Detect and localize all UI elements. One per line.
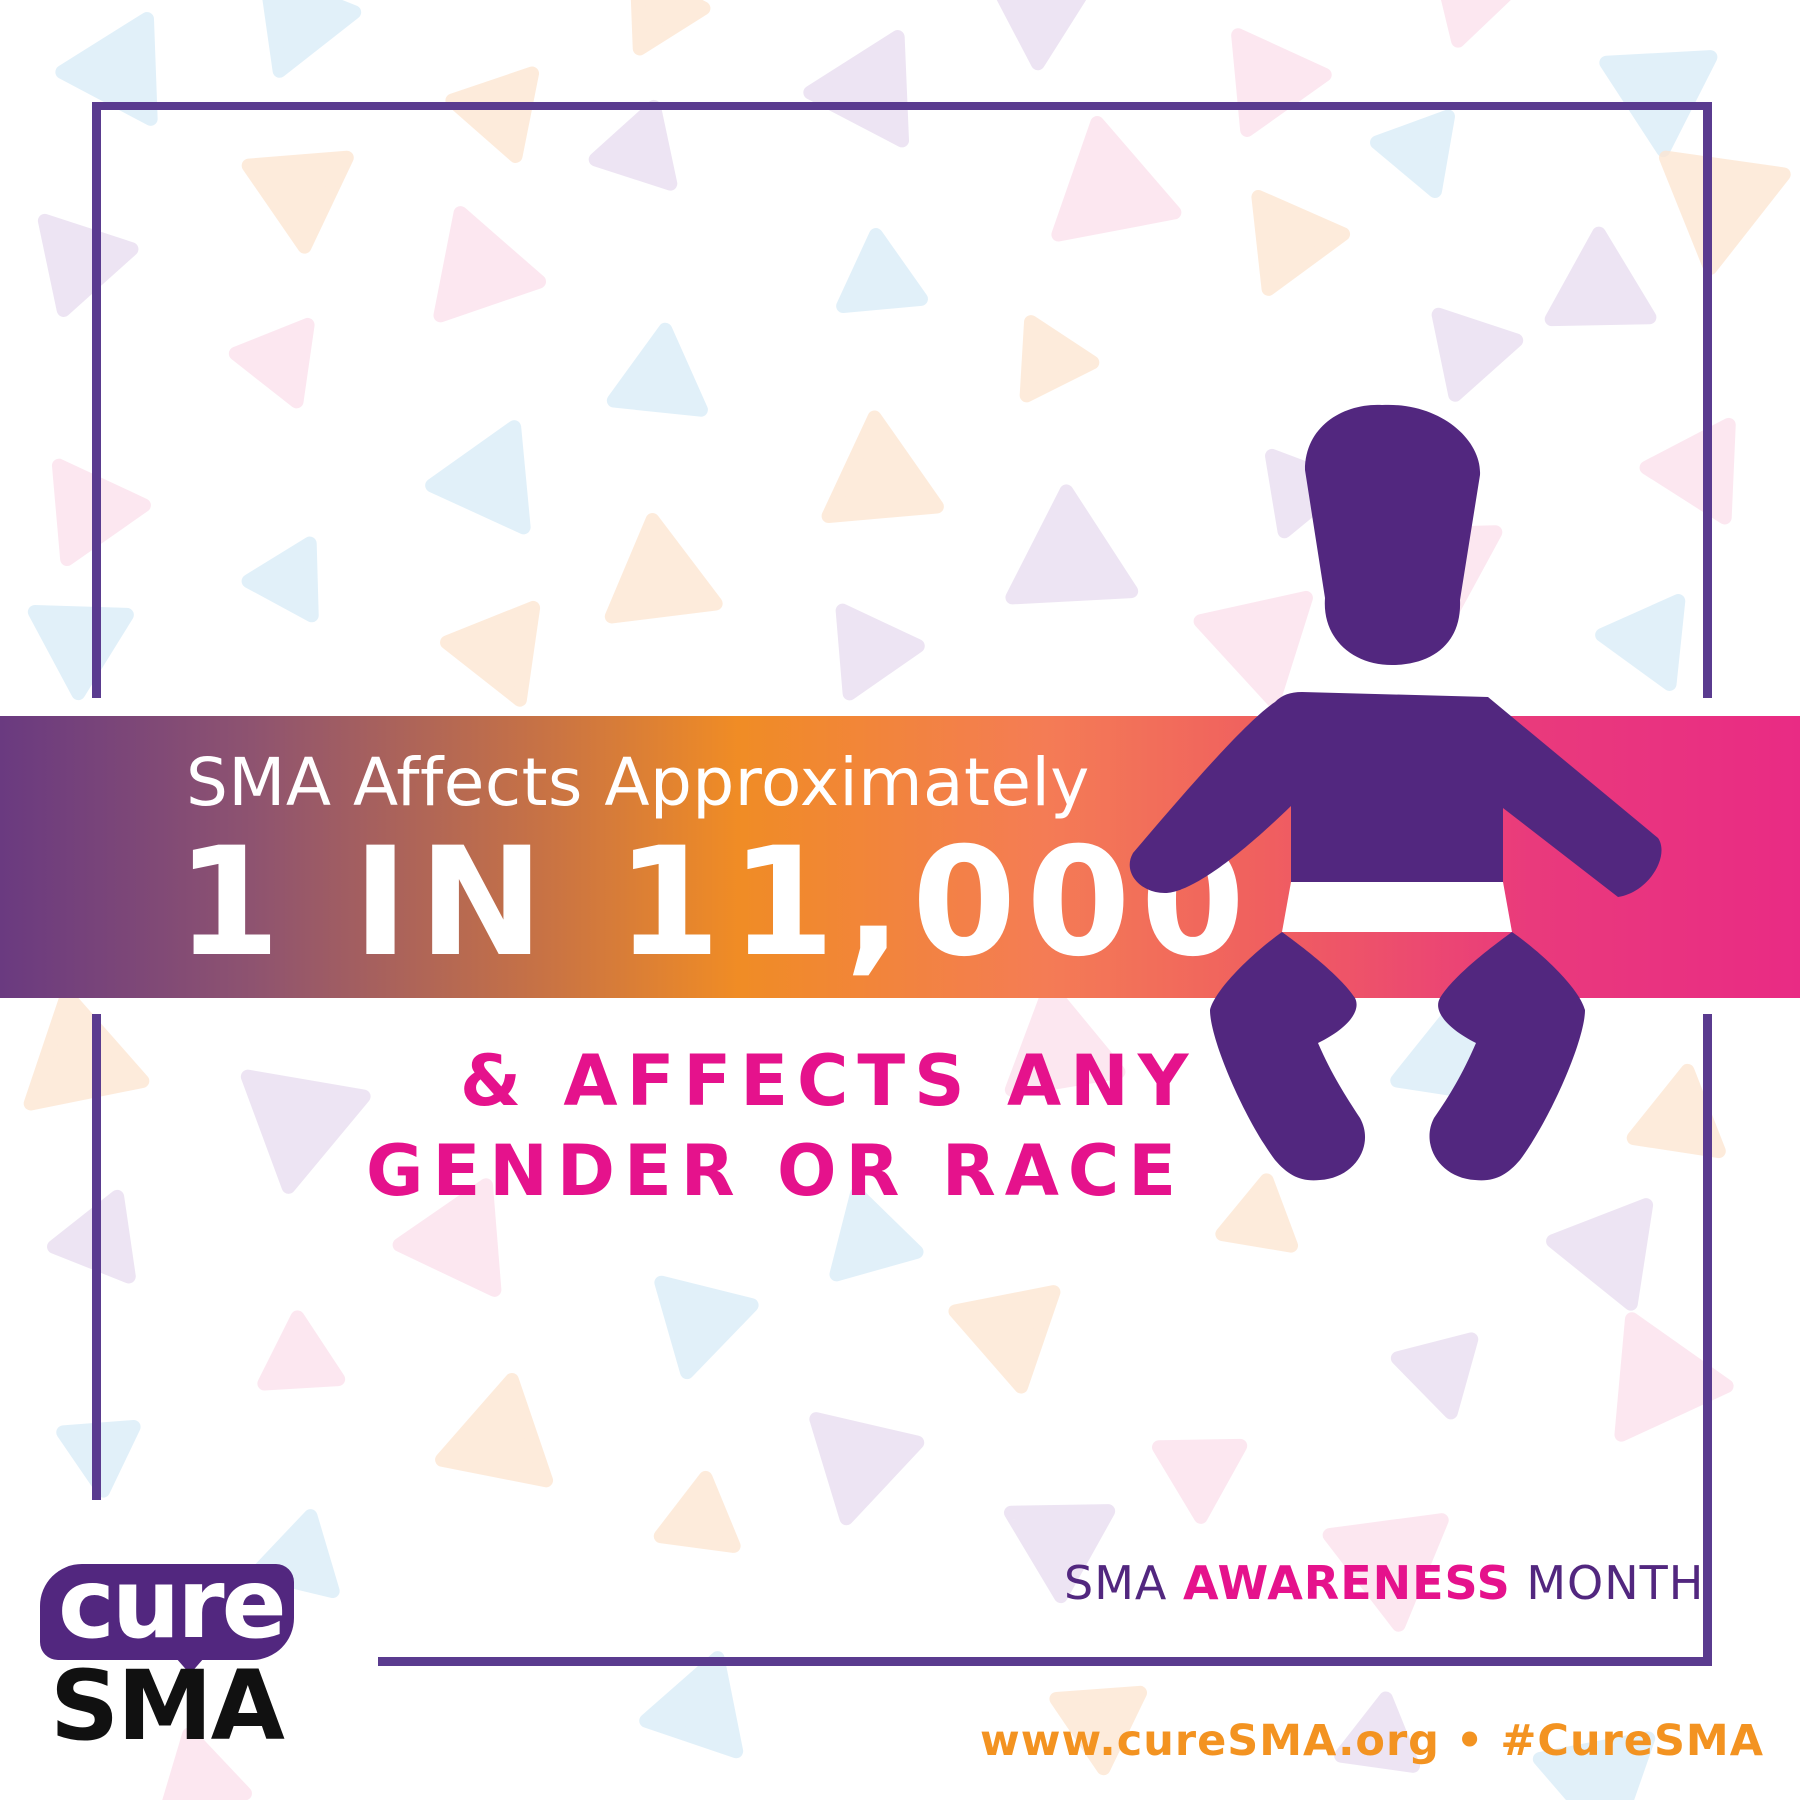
- baby-diaper: [1282, 882, 1512, 932]
- decorative-triangle: [1003, 1504, 1116, 1604]
- awareness-month-label: SMA AWARENESS MONTH: [1064, 1560, 1704, 1606]
- decorative-triangle: [639, 1651, 744, 1759]
- decorative-triangle: [257, 1310, 346, 1391]
- decorative-triangle: [392, 1178, 502, 1297]
- decorative-triangle: [1322, 1513, 1449, 1632]
- frame-top: [92, 102, 1712, 110]
- decorative-triangle: [1595, 594, 1686, 691]
- decorative-triangle: [1004, 981, 1126, 1097]
- baby-icon: [1129, 404, 1662, 1181]
- decorative-triangle: [259, 0, 362, 78]
- decorative-triangle: [948, 1285, 1061, 1394]
- website-link[interactable]: www.cureSMA.org: [980, 1716, 1440, 1766]
- decorative-triangle: [1433, 0, 1519, 48]
- decorative-triangle: [1019, 315, 1100, 403]
- logo-cure-badge: cure: [40, 1556, 294, 1660]
- decorative-triangle: [1193, 590, 1313, 708]
- frame-right-lower: [1703, 1014, 1712, 1666]
- subhead-line-2: GENDER OR RACE: [366, 1130, 1186, 1212]
- awareness-part-awareness: AWARENESS: [1182, 1556, 1511, 1610]
- headline-intro: SMA Affects Approximately: [186, 744, 1090, 821]
- decorative-triangle: [829, 1186, 924, 1282]
- decorative-triangle: [1390, 1332, 1479, 1420]
- awareness-part-sma: SMA: [1064, 1556, 1183, 1610]
- frame-right-upper: [1703, 102, 1712, 698]
- decorative-triangle: [629, 0, 711, 56]
- decorative-triangle: [1431, 307, 1524, 402]
- subhead-line-1: & AFFECTS ANY: [460, 1040, 1198, 1122]
- decorative-triangle: [425, 420, 531, 535]
- baby-body: [1129, 692, 1662, 897]
- logo-notch: [176, 1658, 204, 1674]
- decorative-triangle: [1599, 50, 1718, 158]
- decorative-triangle: [836, 228, 928, 314]
- decorative-triangle: [27, 604, 134, 701]
- decorative-triangle: [158, 1727, 252, 1800]
- decorative-triangle: [37, 213, 139, 317]
- decorative-triangle: [55, 12, 158, 126]
- decorative-triangle: [56, 1419, 141, 1498]
- decorative-triangle: [445, 66, 540, 163]
- decorative-triangle: [588, 99, 678, 191]
- logo-sma-text: SMA: [50, 1650, 285, 1762]
- footer-separator: •: [1455, 1716, 1485, 1766]
- decorative-triangle: [51, 458, 151, 567]
- decorative-triangle: [1251, 189, 1351, 296]
- decorative-triangle: [1544, 226, 1657, 327]
- baby-right-leg: [1429, 932, 1585, 1181]
- decorative-triangle: [1051, 116, 1182, 242]
- hashtag: #CureSMA: [1500, 1716, 1764, 1766]
- decorative-triangle: [809, 1412, 925, 1526]
- decorative-triangle: [47, 1189, 136, 1284]
- frame-left-lower: [92, 1014, 101, 1500]
- decorative-triangle: [835, 603, 925, 701]
- frame-left-upper: [92, 102, 101, 698]
- decorative-triangle: [1151, 1438, 1248, 1524]
- decorative-triangle: [1614, 1312, 1734, 1442]
- decorative-triangle: [240, 1069, 371, 1194]
- decorative-triangle: [435, 1372, 554, 1488]
- decorative-triangle: [1049, 1685, 1148, 1776]
- decorative-triangle: [1231, 28, 1332, 137]
- logo-cure-text: cure: [58, 1548, 287, 1660]
- awareness-part-month: MONTH: [1510, 1556, 1705, 1610]
- decorative-triangle: [23, 988, 150, 1111]
- headline-stat: 1 IN 11,000: [176, 816, 1255, 990]
- decorative-triangle: [606, 322, 708, 417]
- frame-bottom: [378, 1657, 1712, 1666]
- decorative-triangle: [1215, 1173, 1299, 1253]
- decorative-triangle: [803, 30, 910, 148]
- decorative-triangle: [653, 1470, 741, 1553]
- decorative-triangle: [1370, 109, 1455, 198]
- decorative-triangle: [987, 0, 1095, 71]
- baby-head: [1305, 404, 1481, 665]
- decorative-triangle: [440, 600, 541, 707]
- decorative-triangle: [1334, 1691, 1421, 1773]
- baby-left-leg: [1210, 932, 1366, 1181]
- decorative-triangle: [433, 206, 547, 323]
- decorative-triangle: [1546, 1198, 1654, 1311]
- footer-line: www.cureSMA.org • #CureSMA: [980, 1720, 1764, 1763]
- decorative-triangle: [821, 410, 944, 524]
- decorative-triangle: [604, 513, 723, 624]
- decorative-triangle: [1658, 150, 1791, 275]
- decorative-triangle: [654, 1275, 759, 1380]
- decorative-triangle: [1532, 1731, 1656, 1800]
- decorative-triangle: [228, 317, 315, 409]
- decorative-triangle: [241, 150, 354, 254]
- curesma-logo: cure SMA: [40, 1556, 300, 1762]
- decorative-triangle: [241, 536, 319, 623]
- decorative-triangle: [1005, 484, 1139, 605]
